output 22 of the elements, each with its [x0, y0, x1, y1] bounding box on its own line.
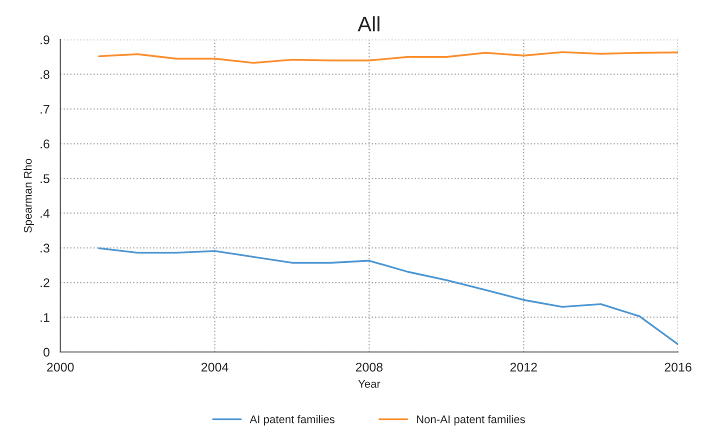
- y-tick-label: .5: [40, 174, 50, 184]
- y-tick-label: .4: [40, 209, 50, 218]
- legend-label: AI patent families: [250, 415, 335, 426]
- y-tick-label: .8: [40, 70, 50, 79]
- line-series: [98, 247, 678, 346]
- y-tick-label: .2: [40, 278, 50, 288]
- chart-title: All: [358, 16, 380, 32]
- x-tick-label: 2000: [47, 362, 74, 372]
- y-tick-label: .7: [40, 104, 50, 114]
- y-tick-label: .6: [40, 140, 50, 148]
- x-axis-title: Year: [358, 380, 380, 388]
- x-tick-label: 2016: [664, 362, 692, 372]
- x-tick-label: 2012: [510, 362, 537, 372]
- y-axis-title: Spearman Rho: [24, 158, 34, 233]
- x-tick-label: 2008: [356, 362, 383, 372]
- y-tick-label: .3: [40, 244, 50, 253]
- y-tick-label: .9: [40, 35, 50, 44]
- x-tick-label: 2004: [202, 362, 228, 372]
- y-tick-label: .1: [40, 313, 50, 322]
- legend-label: Non-AI patent families: [416, 415, 525, 426]
- y-tick-label: 0: [43, 348, 50, 357]
- line-series: [98, 51, 678, 64]
